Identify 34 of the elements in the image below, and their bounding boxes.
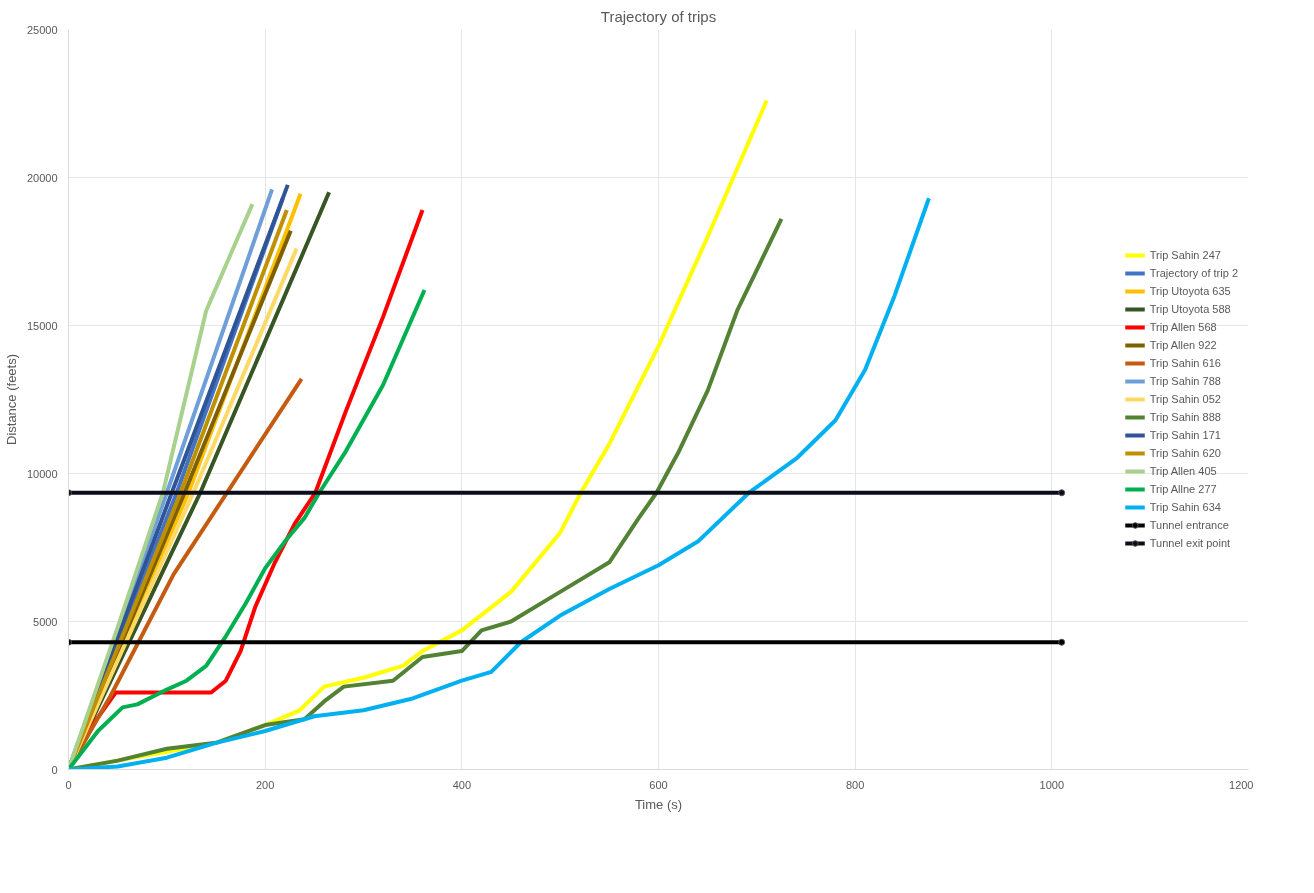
x-tick-label: 200 — [255, 778, 275, 791]
legend-label: Trip Utoyota 635 — [1149, 285, 1231, 297]
chart-title: Trajectory of trips — [600, 7, 717, 25]
legend-label: Trip Sahin 788 — [1149, 375, 1221, 387]
legend-label: Tunnel exit point — [1149, 537, 1231, 549]
legend-label: Trip Allen 405 — [1149, 465, 1217, 477]
legend-label: Trip Allen 568 — [1149, 321, 1217, 333]
legend-label: Trajectory of trip 2 — [1149, 267, 1238, 279]
legend-label: Trip Allen 922 — [1149, 339, 1217, 351]
x-axis-title: Time (s) — [634, 796, 683, 812]
legend-label: Trip Sahin 616 — [1149, 357, 1221, 369]
x-tick-label: 1000 — [1039, 778, 1065, 791]
y-tick-label: 25000 — [26, 23, 58, 36]
line-series — [68, 196, 931, 770]
y-axis-title: Distance (feets) — [3, 353, 19, 446]
y-tick-label: 0 — [51, 763, 58, 776]
x-tick-label: 0 — [65, 778, 72, 791]
legend-label: Tunnel entrance — [1149, 519, 1229, 531]
x-tick-label: 600 — [649, 778, 668, 791]
y-tick-label: 5000 — [33, 615, 58, 628]
legend-label: Trip Sahin 620 — [1149, 447, 1221, 459]
y-tick-label: 10000 — [26, 467, 58, 480]
legend-label: Trip Sahin 052 — [1149, 393, 1221, 405]
y-tick-label: 20000 — [26, 171, 58, 184]
x-tick-label: 800 — [845, 778, 865, 791]
legend-label: Trip Sahin 247 — [1149, 249, 1221, 261]
y-tick-label: 15000 — [26, 319, 58, 332]
legend-label: Trip Utoyota 588 — [1149, 303, 1231, 315]
legend-label: Trip Allne 277 — [1149, 483, 1217, 495]
legend-label: Trip Sahin 171 — [1149, 429, 1221, 441]
x-tick-label: 400 — [452, 778, 472, 791]
x-tick-label: 1200 — [1229, 778, 1254, 791]
legend-label: Trip Sahin 634 — [1149, 501, 1221, 513]
legend-label: Trip Sahin 888 — [1149, 411, 1221, 423]
